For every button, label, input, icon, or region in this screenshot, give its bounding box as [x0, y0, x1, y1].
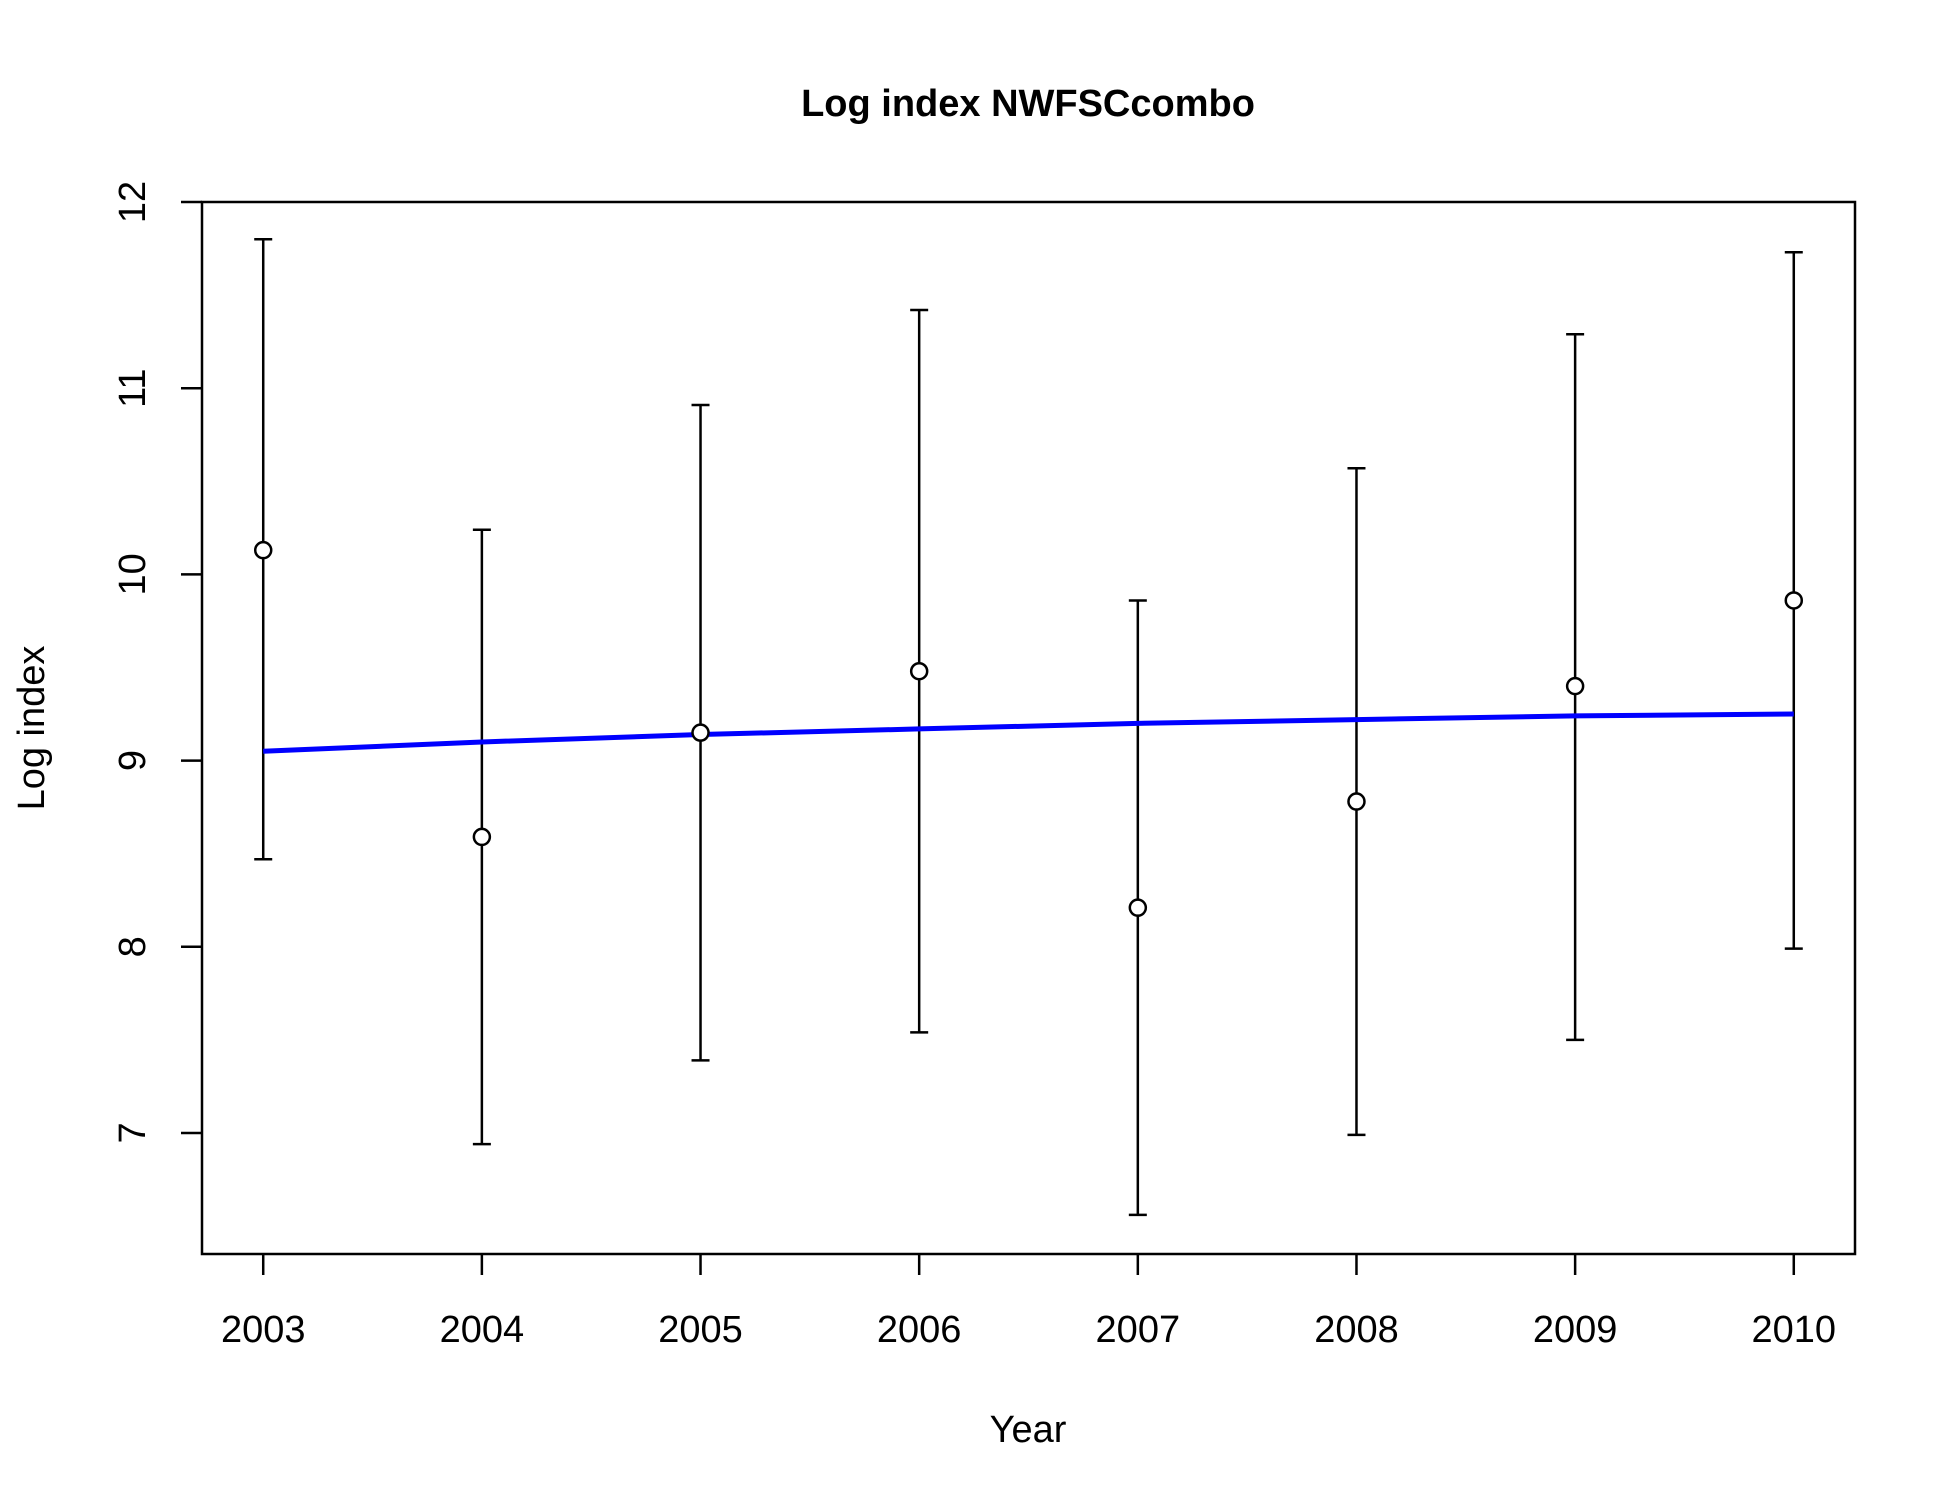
y-tick-label: 7 — [112, 1122, 154, 1143]
data-point — [691, 723, 710, 742]
y-tick-label: 10 — [112, 553, 154, 595]
chart-title: Log index NWFSCcombo — [801, 83, 1255, 125]
data-point — [472, 827, 492, 847]
fit-line — [263, 711, 1794, 754]
data-point — [1784, 591, 1804, 610]
plot-area — [253, 237, 1804, 1217]
y-tick-label: 12 — [112, 181, 154, 223]
y-tick-label: 9 — [112, 750, 154, 771]
plot-frame — [200, 200, 1857, 1256]
x-tick-label: 2009 — [1533, 1309, 1618, 1351]
x-axis-label: Year — [990, 1409, 1067, 1451]
x-tick-label: 2003 — [221, 1309, 306, 1351]
x-tick-label: 2010 — [1752, 1309, 1837, 1351]
data-point — [909, 661, 929, 681]
x-tick-label: 2007 — [1096, 1309, 1181, 1351]
x-tick-label: 2008 — [1314, 1309, 1399, 1351]
y-axis-label: Log index — [11, 646, 53, 811]
y-tick-label: 8 — [112, 936, 154, 957]
y-tick-label: 11 — [112, 368, 154, 407]
x-tick-label: 2004 — [440, 1309, 525, 1351]
data-point — [1565, 676, 1585, 696]
data-point — [1347, 792, 1366, 811]
x-tick-label: 2005 — [658, 1309, 743, 1351]
data-point — [253, 540, 273, 560]
x-tick-label: 2006 — [877, 1309, 962, 1351]
data-point — [1128, 898, 1148, 917]
